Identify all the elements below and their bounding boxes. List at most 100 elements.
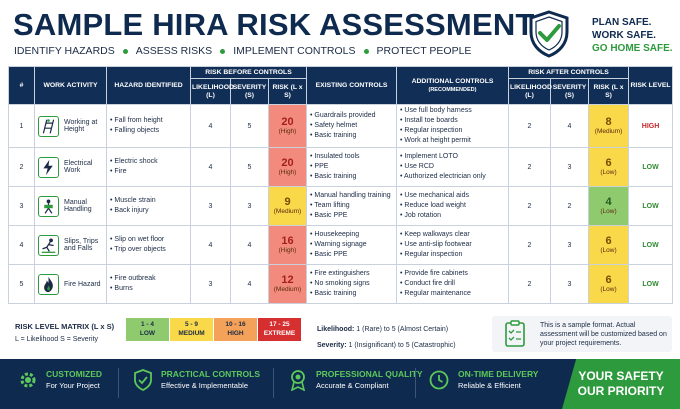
severity-text: 1 (Insignificant) to 5 (Catastrophic) [348,342,456,349]
hazard-cell: Fall from heightFalling objects [106,104,191,148]
additional-item: Use anti-slip footwear [400,240,505,250]
matrix-title: RISK LEVEL MATRIX (L x S) [15,322,115,331]
existing-controls-cell: HousekeepingWarning signageBasic PPE [306,225,397,265]
likelihood-before: 3 [190,186,231,226]
hazard-cell: Fire outbreakBurns [106,264,191,304]
additional-item: Authorized electrician only [400,172,505,182]
risk-table: # WORK ACTIVITY HAZARD IDENTIFIED RISK B… [8,66,674,304]
additional-item: Regular inspection [400,126,505,136]
activity-cell: Fire Hazard [34,264,107,304]
existing-item: No smoking signs [310,279,393,289]
tagline-item: ASSESS RISKS [135,45,213,57]
header-recommended: (RECOMMENDED) [428,86,477,93]
activity-name: Slips, Trips and Falls [64,238,99,252]
risk-matrix: RISK LEVEL MATRIX (L x S) L = Likelihood… [15,322,114,343]
table-row: 1 Working at Height Fall from heightFallin… [8,104,674,148]
existing-item: Basic training [310,172,393,182]
header-risk-before: RISK BEFORE CONTROLS [190,66,307,79]
row-number: 5 [8,264,35,304]
additional-controls-cell: Provide fire cabinetsConduct fire drillR… [396,264,509,304]
table-row: 3 Manual Handling Muscle strainBack injury… [8,186,674,226]
priority-line: OUR PRIORITY [577,384,665,398]
activity-name: Working at Height [64,119,98,133]
additional-item: Install toe boards [400,116,505,126]
risk-label: (Low) [600,286,617,293]
slip-person-icon [38,234,59,256]
matrix-band: 1 - 4 LOW [126,318,169,341]
slogan-line: PLAN SAFE. [592,17,652,28]
header-likelihood: LIKELIHOOD (L) [190,78,234,105]
header-likelihood-after: LIKELIHOOD (L) [508,78,552,105]
severity-before: 5 [230,147,269,187]
risk-level: LOW [628,264,674,304]
existing-item: Housekeeping [310,230,393,240]
severity-after: 4 [550,104,589,148]
activity-cell: Electrical Work [34,147,107,187]
additional-controls-cell: Implement LOTOUse RCDAuthorized electric… [396,147,509,187]
risk-score: 9 [284,196,291,208]
band-range: 17 - 25 [269,321,290,328]
award-icon [290,370,306,391]
existing-item: Insulated tools [310,152,393,162]
risk-label: (Low) [600,169,617,176]
slogan-line: GO HOME SAFE. [592,43,673,54]
hazards-item: Fire [110,167,187,177]
risk-before-cell: 9 (Medium) [268,186,307,226]
bullet-dot [363,48,369,54]
hazards-item: Muscle strain [110,196,187,206]
note-text: This is a sample format. Actual assessme… [540,322,667,347]
worker-lifting-icon [38,195,59,217]
band-label: HIGH [227,330,244,337]
likelihood-label: Likelihood: [317,326,355,333]
risk-label: (Medium) [273,208,302,215]
band-label: LOW [139,330,156,337]
risk-after-cell: 6 (Low) [587,147,630,187]
hazard-cell: Slip on wet floorTrip over objects [106,225,191,265]
matrix-band: 17 - 25 EXTREME [258,318,301,341]
risk-level: LOW [628,147,674,187]
hazards-list: Fall from heightFalling objects [110,116,187,136]
hazards-item: Back injury [110,206,187,216]
additional-controls-cell: Use full body harnessInstall toe boardsR… [396,104,509,148]
hazards-item: Slip on wet floor [110,235,187,245]
existing-controls-cell: Manual handling trainingTeam liftingBasi… [306,186,397,226]
risk-label: (Medium) [273,286,302,293]
severity-label: Severity: [317,342,347,349]
checklist-icon [505,320,525,347]
additional-list: Provide fire cabinetsConduct fire drillR… [400,269,505,299]
likelihood-before: 4 [190,225,231,265]
risk-before-cell: 20 (High) [268,104,307,148]
hazards-list: Slip on wet floorTrip over objects [110,235,187,255]
existing-item: Basic training [310,131,393,141]
feature-title: CUSTOMIZED [46,369,103,379]
additional-list: Use mechanical aidsReduce load weightJob… [400,191,505,221]
risk-label: (High) [278,169,297,176]
row-number: 1 [8,104,35,148]
feature-on-time-delivery: ON-TIME DELIVERY Reliable & Efficient [428,369,538,391]
risk-label: (High) [278,247,297,254]
risk-score: 20 [281,116,294,128]
existing-item: Manual handling training [310,191,393,201]
hazards-item: Electric shock [110,157,187,167]
existing-list: Manual handling trainingTeam liftingBasi… [310,191,393,221]
severity-before: 4 [230,264,269,304]
feature-customized: CUSTOMIZED For Your Project [18,369,102,391]
severity-after: 3 [550,225,589,265]
matrix-legend: L = Likelihood S = Severity [15,336,99,343]
risk-after-cell: 6 (Low) [587,264,630,304]
risk-label: (Medium) [594,128,623,135]
divider [415,368,416,398]
risk-label: (Low) [600,247,617,254]
hazards-item: Burns [110,284,187,294]
additional-item: Use full body harness [400,106,505,116]
hazard-cell: Electric shockFire [106,147,191,187]
row-number: 4 [8,225,35,265]
additional-item: Use mechanical aids [400,191,505,201]
note-box: This is a sample format. Actual assessme… [492,316,672,352]
activity-name: Electrical Work [64,160,93,174]
header-risk-after-score: RISK (L x S) [587,78,630,105]
risk-score: 6 [605,157,612,169]
existing-controls-cell: Insulated toolsPPEBasic training [306,147,397,187]
header-num: # [8,66,35,105]
hazards-list: Fire outbreakBurns [110,274,187,294]
